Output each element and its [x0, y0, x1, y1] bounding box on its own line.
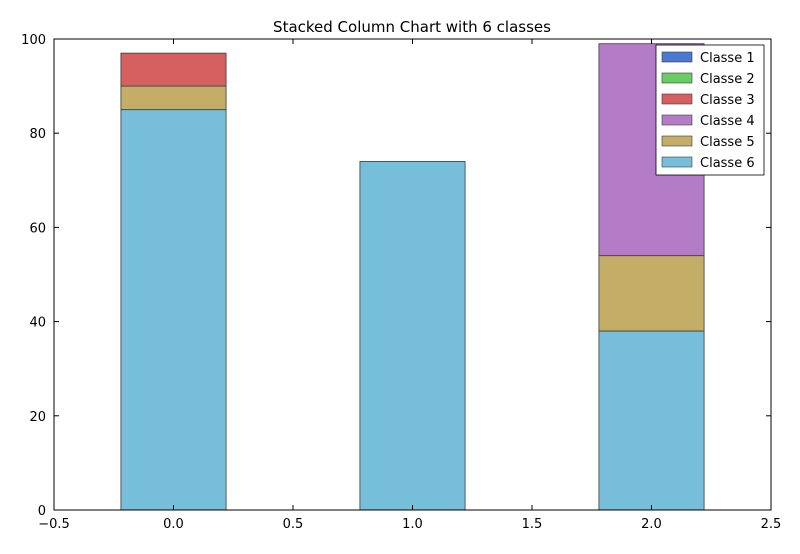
- legend-swatch: [661, 156, 693, 168]
- legend-label: Classe 6: [700, 156, 755, 171]
- x-tick-label: 1.0: [402, 517, 423, 532]
- bars-layer: [120, 43, 705, 511]
- bar-segment-classe-5-x0: [120, 85, 227, 111]
- chart-title: Stacked Column Chart with 6 classes: [273, 18, 551, 36]
- x-tick-label: 1.5: [522, 517, 543, 532]
- legend-swatch: [661, 114, 693, 126]
- y-tick-label: 20: [29, 410, 46, 425]
- y-tick-label: 100: [21, 33, 46, 48]
- legend-swatch: [661, 135, 693, 147]
- legend-swatch: [661, 93, 693, 105]
- legend: Classe 1 Classe 2 Classe 3 Classe 4 Classe 5…: [655, 44, 765, 176]
- legend-label: Classe 1: [700, 51, 755, 66]
- bar-segment-classe-6-x1: [359, 161, 466, 511]
- x-tick-label: −0.5: [38, 517, 70, 532]
- legend-swatch: [661, 72, 693, 84]
- bar-segment-classe-6-x2: [598, 330, 705, 511]
- ticks-layer: −0.5 0.0 0.5 1.0 1.5 2.0 2.5 0 20 40 60 80 100: [21, 33, 781, 532]
- bar-segment-classe-6-x0: [120, 109, 227, 511]
- y-tick-label: 80: [29, 127, 46, 142]
- y-tick-label: 0: [38, 504, 46, 519]
- y-tick-label: 40: [29, 316, 46, 331]
- bar-segment-classe-5-x2: [598, 255, 705, 332]
- legend-swatch: [661, 51, 693, 63]
- x-tick-label: 2.5: [761, 517, 782, 532]
- y-tick-label: 60: [29, 221, 46, 236]
- x-tick-label: 0.0: [163, 517, 184, 532]
- x-tick-label: 2.0: [641, 517, 662, 532]
- legend-label: Classe 3: [700, 93, 755, 108]
- bar-segment-classe-3-x0: [120, 52, 227, 87]
- legend-label: Classe 2: [700, 72, 755, 87]
- legend-label: Classe 5: [700, 135, 755, 150]
- legend-box: [655, 44, 765, 176]
- legend-label: Classe 4: [700, 114, 755, 129]
- x-tick-label: 0.5: [283, 517, 304, 532]
